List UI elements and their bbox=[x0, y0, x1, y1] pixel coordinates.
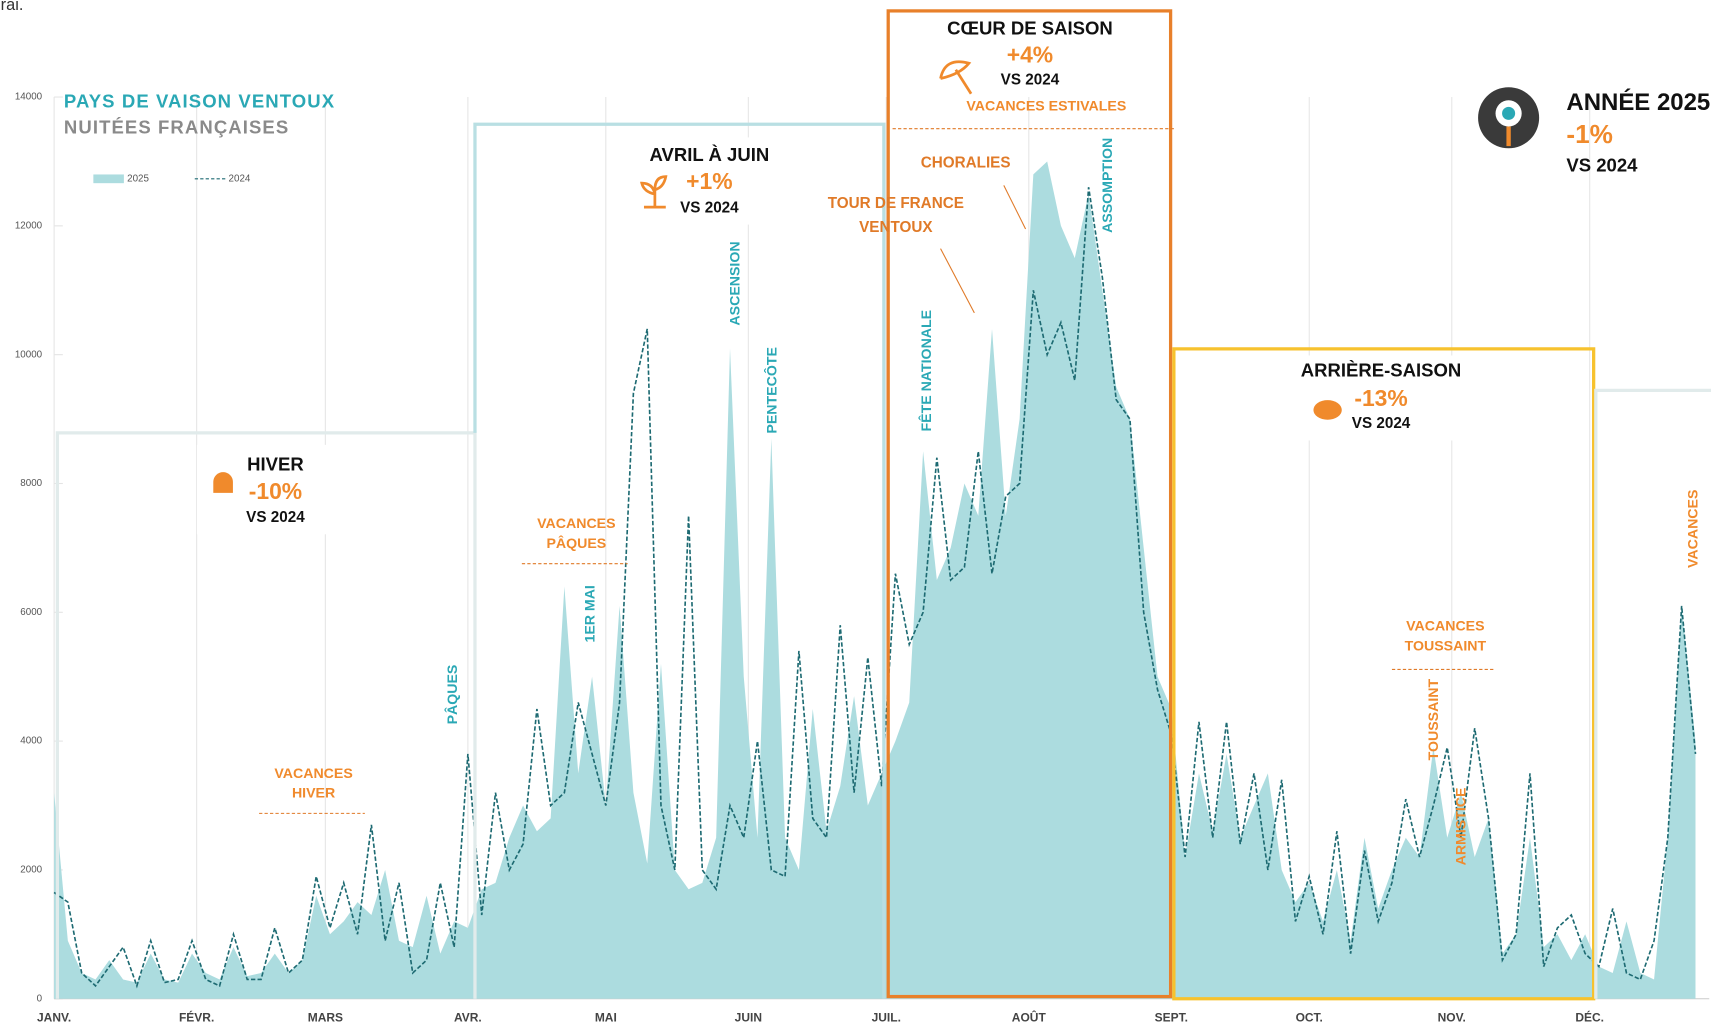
year-title: ANNÉE 2025 bbox=[1566, 88, 1710, 116]
year-summary: ANNÉE 2025 -1% VS 2024 bbox=[1478, 87, 1710, 176]
icon-eye bbox=[1502, 106, 1516, 120]
x-tick-label: SEPT. bbox=[1155, 1011, 1188, 1025]
season-change: +1% bbox=[686, 168, 732, 194]
season-comparison: VS 2024 bbox=[1352, 415, 1411, 432]
holiday-label: ARMISTICE bbox=[1453, 788, 1469, 866]
season-name: HIVER bbox=[247, 453, 304, 474]
x-tick-label: NOV. bbox=[1438, 1011, 1466, 1025]
label-backgrounds bbox=[196, 15, 1468, 535]
event-label: VACANCES ESTIVALES bbox=[966, 99, 1126, 115]
caption-fragment: rai. bbox=[1, 0, 24, 14]
x-tick-label: DÉC. bbox=[1575, 1010, 1604, 1025]
icon-plant bbox=[640, 175, 668, 209]
x-tick-label: OCT. bbox=[1296, 1011, 1323, 1025]
icon-pumpkin bbox=[1313, 400, 1342, 420]
y-tick-label: 10000 bbox=[15, 349, 43, 360]
season-name: AVRIL À JUIN bbox=[650, 144, 770, 165]
season-change: -10% bbox=[249, 478, 302, 504]
event-arrow bbox=[1003, 185, 1027, 230]
x-tick-label: JANV. bbox=[37, 1011, 71, 1025]
event-label: CHORALIES bbox=[921, 155, 1011, 172]
y-tick-label: 14000 bbox=[15, 92, 43, 103]
chart-subtitle: NUITÉES FRANÇAISES bbox=[64, 117, 289, 138]
season-comparison: VS 2024 bbox=[1001, 72, 1060, 89]
y-tick-label: 4000 bbox=[20, 736, 42, 747]
x-tick-label: AVR. bbox=[454, 1011, 482, 1025]
holiday-label: ASSOMPTION bbox=[1100, 138, 1116, 233]
x-tick-label: JUIN bbox=[735, 1011, 762, 1025]
label-bg bbox=[1298, 355, 1468, 441]
x-tick-label: MARS bbox=[308, 1011, 343, 1025]
x-tick-label: FÉVR. bbox=[179, 1010, 214, 1025]
holiday-label: ASCENSION bbox=[727, 241, 743, 325]
legend-label: 2024 bbox=[229, 173, 251, 184]
season-comparison: VS 2024 bbox=[246, 509, 305, 526]
season-comparison: VS 2024 bbox=[680, 199, 739, 216]
y-tick-label: 0 bbox=[37, 993, 43, 1004]
holiday-label: PÂQUES bbox=[443, 665, 461, 725]
y-tick-label: 8000 bbox=[20, 478, 42, 489]
event-label: VENTOUX bbox=[859, 219, 933, 236]
line-series bbox=[53, 187, 1697, 989]
legend-swatch bbox=[93, 174, 124, 184]
label-bg bbox=[627, 137, 792, 225]
box-hiver-2 bbox=[1594, 388, 1711, 999]
event-label: VACANCES bbox=[1406, 619, 1484, 635]
x-tick-label: MAI bbox=[595, 1011, 617, 1025]
x-tick-label: JUIL. bbox=[872, 1011, 901, 1025]
area-series bbox=[54, 161, 1696, 999]
event-label: VACANCES bbox=[537, 516, 615, 532]
event-label: PÂQUES bbox=[546, 534, 606, 552]
holiday-label: TOUSSAINT bbox=[1426, 679, 1442, 761]
event-label: TOUR DE FRANCE bbox=[828, 195, 964, 212]
event-arrow bbox=[940, 248, 975, 314]
box-hiver bbox=[55, 431, 477, 999]
plot-area bbox=[53, 161, 1697, 999]
season-change: -13% bbox=[1354, 385, 1407, 411]
holiday-label: VACANCES bbox=[1686, 490, 1702, 568]
chart-title: PAYS DE VAISON VENTOUX bbox=[64, 90, 335, 111]
holiday-label: 1ER MAI bbox=[582, 585, 598, 642]
event-label: TOUSSAINT bbox=[1405, 638, 1487, 654]
icon-hat bbox=[213, 472, 233, 493]
x-tick-label: AOÛT bbox=[1012, 1010, 1047, 1025]
season-boxes bbox=[55, 9, 1711, 1001]
icon-umbrella bbox=[939, 60, 973, 95]
y-tick-label: 12000 bbox=[15, 220, 43, 231]
season-hiver: HIVER -10% VS 2024 bbox=[213, 453, 305, 526]
season-avril: AVRIL À JUIN +1% VS 2024 bbox=[640, 144, 770, 216]
year-comparison: VS 2024 bbox=[1566, 155, 1638, 176]
legend: 2025 2024 bbox=[93, 173, 251, 184]
holiday-label: PENTECÔTE bbox=[762, 347, 780, 434]
event-label: HIVER bbox=[292, 786, 335, 802]
legend-label: 2025 bbox=[127, 173, 149, 184]
grid: 0 2000 4000 6000 8000 10000 12000 14000 JANV. FÉV… bbox=[15, 92, 1710, 1025]
season-name: CŒUR DE SAISON bbox=[947, 17, 1113, 38]
season-change: +4% bbox=[1007, 42, 1053, 68]
season-coeur: CŒUR DE SAISON +4% VS 2024 bbox=[939, 17, 1113, 95]
holiday-label: FÊTE NATIONALE bbox=[917, 310, 935, 432]
y-tick-label: 2000 bbox=[20, 865, 42, 876]
y-tick-label: 6000 bbox=[20, 607, 42, 618]
box-avril bbox=[473, 122, 886, 999]
year-change: -1% bbox=[1566, 119, 1613, 149]
season-arriere: ARRIÈRE-SAISON -13% VS 2024 bbox=[1301, 360, 1461, 432]
box-coeur bbox=[886, 9, 1173, 999]
event-label: VACANCES bbox=[274, 766, 352, 782]
season-name: ARRIÈRE-SAISON bbox=[1301, 360, 1461, 381]
box-arriere bbox=[1172, 347, 1596, 1001]
